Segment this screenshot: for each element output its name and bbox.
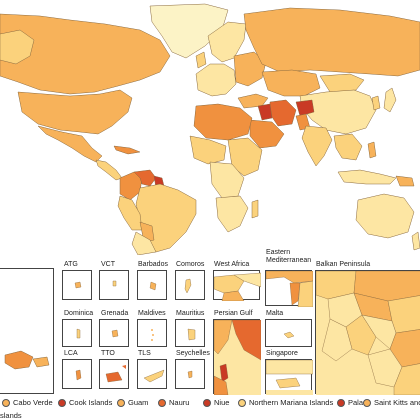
region-japan [383,87,397,113]
region-scandinavia [207,21,247,63]
region-southeast-asia [333,133,363,161]
region-western-europe [195,63,237,97]
legend-swatch [337,398,345,407]
inset-lca [62,359,92,389]
legend-item-cook-islands: Cook Islands [58,398,112,407]
region-argentina [131,231,157,255]
world-map [0,3,420,255]
inset-label-comoros: Comoros [176,261,205,268]
legend-swatch [58,398,66,407]
inset-label-grenada: Grenada [101,310,129,317]
inset-barbados [137,270,167,300]
legend-swatch [238,398,246,407]
legend-continuation: slands [0,411,22,420]
region-central-america [95,159,123,181]
inset-singapore [265,359,314,395]
inset-label-maldives: Maldives [138,310,166,317]
region-philippines [367,141,377,159]
inset-label-malta: Malta [266,310,284,317]
inset-tto [99,359,129,389]
legend-swatch [203,398,211,407]
inset-caribbean-partial [0,268,54,394]
legend-swatch [363,398,371,407]
region-indonesia [337,169,397,185]
inset-caribbean-map [4,350,50,370]
legend-item-saint-kitts: Saint Kitts and Ne [363,398,420,407]
region-madagascar [251,199,259,219]
inset-label-lca: LCA [64,350,78,357]
inset-persian-gulf [213,319,262,396]
legend-item-cabo-verde: Cabo Verde [2,398,53,407]
legend-swatch [2,398,10,407]
legend: Cabo Verde Cook Islands Guam Nauru Niue … [0,396,420,420]
region-china [299,89,377,135]
inset-label-seychelles: Seychelles [176,350,210,357]
region-eastern-europe [233,51,267,87]
legend-item-northern-mariana: Northern Mariana Islands [238,398,333,407]
region-usa [17,89,133,135]
inset-mauritius [175,319,205,347]
inset-label-dominica: Dominica [64,310,94,317]
inset-west-africa [213,270,262,302]
inset-label-eastern-med: Eastern Mediterranean [266,249,312,264]
region-mongolia [319,73,365,93]
inset-label-atg: ATG [64,261,78,268]
region-iran [269,99,297,127]
region-alaska [0,29,35,65]
region-kazakhstan [261,69,321,97]
inset-balkan [315,270,420,396]
region-papua [395,175,415,187]
region-korea [371,95,381,111]
region-peru [117,195,143,231]
inset-label-barbados: Barbados [138,261,168,268]
region-southern-africa [215,195,249,233]
inset-vct [99,270,129,300]
inset-seychelles [175,359,205,389]
inset-grenada [99,319,129,347]
legend-item-guam: Guam [117,398,148,407]
inset-atg [62,270,92,300]
region-uk [195,51,207,69]
region-russia [243,7,420,77]
legend-item-nauru: Nauru [158,398,189,407]
inset-label-balkan: Balkan Peninsula [316,261,371,268]
legend-item-palau: Palau [337,398,367,407]
region-australia [355,193,415,239]
inset-malta [265,319,312,347]
region-iraq [257,103,273,121]
inset-comoros [175,270,205,300]
region-india [301,125,333,167]
inset-label-mauritius: Mauritius [176,310,205,317]
inset-label-persian-gulf: Persian Gulf [214,310,253,317]
inset-maldives [137,319,167,347]
region-west-africa [189,135,227,165]
inset-label-singapore: Singapore [266,350,298,357]
region-caribbean [113,145,141,155]
inset-label-vct: VCT [101,261,115,268]
inset-label-tto: TTO [101,350,115,357]
region-new-zealand [411,231,420,251]
inset-eastern-med [265,270,314,308]
region-greenland [149,3,229,59]
region-saudi-arabia [249,119,285,149]
legend-swatch [158,398,166,407]
region-afghanistan [295,99,315,117]
inset-tls [137,359,167,389]
region-turkey [237,93,269,109]
region-north-africa [193,103,253,141]
region-canada [0,13,171,95]
inset-dominica [62,319,92,347]
legend-swatch [117,398,125,407]
inset-label-tls: TLS [138,350,151,357]
inset-label-west-africa: West Africa [214,261,250,268]
region-mexico [37,125,103,163]
legend-item-niue: Niue [203,398,229,407]
